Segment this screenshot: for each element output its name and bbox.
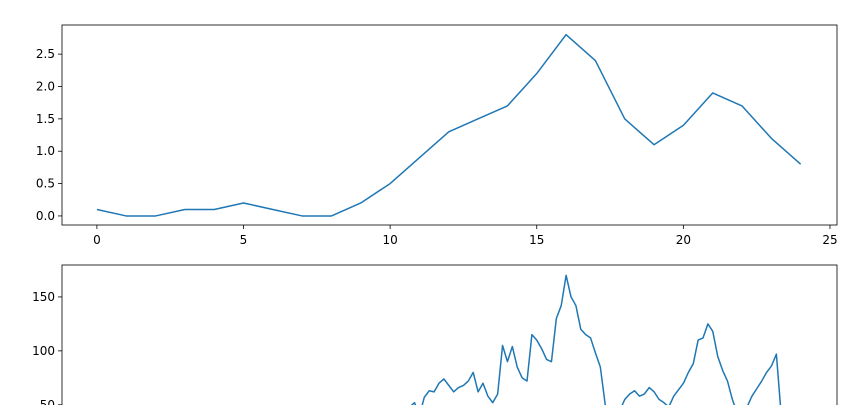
x-tick-label: 25 <box>822 233 837 247</box>
y-tick-label: 0.5 <box>36 177 55 191</box>
x-tick-label: 5 <box>240 233 248 247</box>
data-line <box>96 33 802 217</box>
y-tick-label: 50 <box>40 398 55 405</box>
y-tick-label: 150 <box>32 290 55 304</box>
y-tick-label: 1.5 <box>36 112 55 126</box>
x-tick-label: 20 <box>676 233 691 247</box>
axes-frame <box>61 24 838 226</box>
y-tick-label: 2.5 <box>36 47 55 61</box>
y-tick-label: 2.0 <box>36 79 55 93</box>
axes: 50 100 150 <box>32 264 838 405</box>
x-tick-label: 0 <box>93 233 101 247</box>
y-tick-label: 1.0 <box>36 144 55 158</box>
axes: 0.0 0.5 1.0 1.5 2.0 2.5 0 5 10 15 20 25 <box>36 24 838 247</box>
data-line <box>410 274 782 405</box>
axes-frame <box>61 264 838 405</box>
x-tick-label: 10 <box>382 233 397 247</box>
y-tick-label: 100 <box>32 344 55 358</box>
x-tick-label: 15 <box>529 233 544 247</box>
y-tick-label: 0.0 <box>36 209 55 223</box>
